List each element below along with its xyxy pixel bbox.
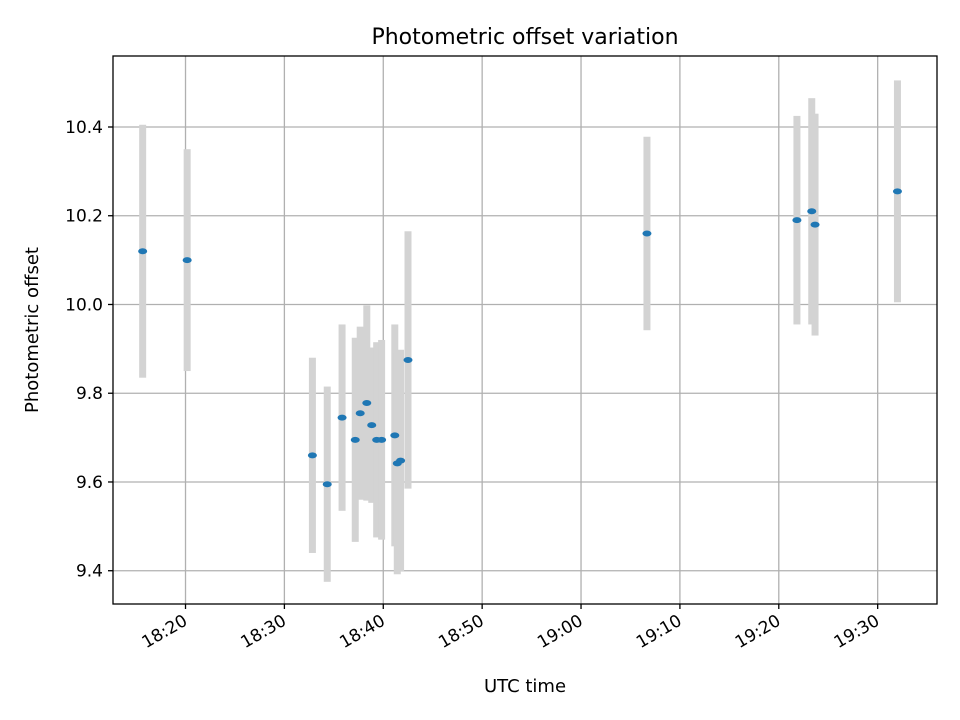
data-point — [322, 481, 332, 488]
grid-lines — [113, 56, 937, 604]
y-tick-label: 10.2 — [65, 207, 103, 227]
data-point — [355, 410, 365, 417]
data-point — [138, 248, 148, 255]
data-point — [396, 457, 406, 464]
x-tick-label: 19:10 — [633, 611, 685, 653]
x-tick-label: 18:20 — [139, 611, 191, 653]
chart-title: Photometric offset variation — [371, 25, 678, 50]
x-tick-label: 18:40 — [336, 611, 388, 653]
y-axis-label: Photometric offset — [22, 247, 43, 413]
plot-frame — [112, 55, 938, 605]
data-point — [350, 436, 360, 443]
data-point — [403, 356, 413, 363]
data-point — [390, 432, 400, 439]
y-tick-label: 10.4 — [65, 118, 103, 138]
data-point — [182, 257, 192, 264]
y-tick-label: 9.8 — [76, 384, 103, 404]
data-point — [792, 217, 802, 224]
x-tick-label: 19:30 — [831, 611, 883, 653]
data-point — [892, 188, 902, 195]
error-bars — [139, 80, 901, 582]
data-point — [337, 414, 347, 421]
x-tick-label: 19:20 — [732, 611, 784, 653]
x-tick-label: 18:50 — [435, 611, 487, 653]
data-point — [642, 230, 652, 237]
x-tick-label: 19:00 — [534, 611, 586, 653]
y-tick-label: 9.4 — [76, 562, 103, 582]
data-point — [807, 208, 817, 215]
x-tick-label: 18:30 — [237, 611, 289, 653]
data-point — [377, 436, 387, 443]
data-point — [367, 422, 377, 429]
data-points — [138, 188, 902, 488]
y-tick-label: 10.0 — [65, 295, 103, 315]
data-point — [362, 399, 372, 406]
data-point — [307, 452, 317, 459]
y-tick-label: 9.6 — [76, 473, 103, 493]
data-point — [810, 221, 820, 228]
x-axis-label: UTC time — [484, 676, 566, 697]
